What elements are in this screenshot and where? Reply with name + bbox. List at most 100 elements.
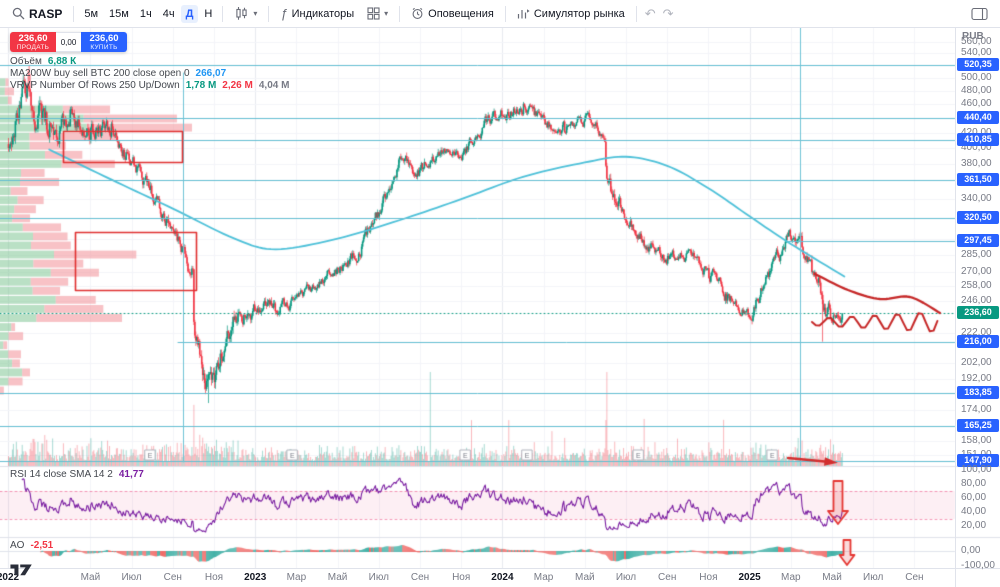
legend-volume[interactable]: Объём 6,88 К bbox=[10, 56, 76, 67]
indicators-button[interactable]: ƒ Индикаторы bbox=[274, 5, 360, 23]
price-level-badge: 216,00 bbox=[957, 335, 999, 349]
rsi-label: RSI 14 close SMA 14 2 bbox=[10, 469, 113, 480]
simulator-label: Симулятор рынка bbox=[533, 7, 625, 20]
volume-value: 6,88 К bbox=[47, 56, 77, 67]
time-scale[interactable]: 2022 Май Июл Сен Ноя 2023 Мар Май Июл Сен Ноя 2024 М… bbox=[0, 568, 1000, 587]
time-label-month: Сен bbox=[658, 572, 677, 583]
price-tick: 480,00 bbox=[961, 84, 992, 96]
ao-scale-tick: 0,00 bbox=[961, 545, 981, 556]
toolbar-separator bbox=[504, 5, 506, 22]
price-level-badge: 147,90 bbox=[957, 454, 999, 468]
time-label-month: Мар bbox=[533, 572, 554, 583]
price-tick: 340,00 bbox=[961, 193, 992, 205]
time-label-month: Мар bbox=[286, 572, 307, 583]
ao-label: AO bbox=[10, 540, 25, 551]
time-label-month: Май bbox=[327, 572, 348, 583]
price-tick: 246,00 bbox=[961, 295, 992, 307]
price-tick: 202,00 bbox=[961, 357, 992, 369]
price-tick: 540,00 bbox=[961, 47, 992, 59]
price-level-badge: 183,85 bbox=[957, 385, 999, 399]
price-level-badge: 361,50 bbox=[957, 172, 999, 186]
tradingview-logo[interactable] bbox=[8, 561, 36, 582]
sell-price: 236,60 bbox=[18, 32, 48, 44]
timeframe-4h[interactable]: 4ч bbox=[158, 5, 180, 23]
time-label-month: Ноя bbox=[452, 572, 471, 583]
toolbar-separator bbox=[222, 5, 224, 22]
price-tick: 400,00 bbox=[961, 141, 992, 153]
time-label-month: Сен bbox=[410, 572, 430, 583]
time-label-month: Ноя bbox=[204, 572, 224, 583]
ma-label: MA200W buy sell BTC 200 close open 0 bbox=[10, 68, 190, 79]
price-level-badge: 297,45 bbox=[957, 234, 999, 248]
rsi-scale-tick: 40,00 bbox=[961, 506, 987, 517]
timeframe-5m[interactable]: 5м bbox=[79, 5, 103, 23]
legend-panel: Объём 6,88 К MA200W buy sell BTC 200 clo… bbox=[10, 56, 289, 92]
right-panel-icon bbox=[971, 7, 988, 20]
search-icon bbox=[12, 7, 25, 20]
symbol-search-button[interactable]: RASP bbox=[6, 4, 68, 24]
price-level-badge: 520,35 bbox=[957, 58, 999, 72]
simulator-icon bbox=[517, 9, 530, 19]
time-label-month: Июл bbox=[615, 572, 637, 583]
legend-rsi[interactable]: RSI 14 close SMA 14 2 41,77 bbox=[10, 469, 144, 480]
symbol-name: RASP bbox=[29, 6, 63, 21]
time-label-year: 2025 bbox=[738, 572, 761, 583]
trade-widget: 236,60 ПРОДАТЬ 0,00 236,60 КУПИТЬ bbox=[10, 32, 127, 52]
vrvp-up-value: 1,78 М bbox=[185, 80, 217, 91]
top-toolbar: RASP 5м 15м 1ч 4ч Д Н ▾ ƒ Индикаторы ▾ О… bbox=[0, 0, 1000, 28]
price-tick: 192,00 bbox=[961, 373, 992, 385]
price-tick: 420,00 bbox=[961, 127, 992, 138]
candlestick-icon bbox=[236, 7, 248, 20]
panel-toggle-button[interactable] bbox=[965, 4, 994, 24]
price-tick: 380,00 bbox=[961, 158, 992, 170]
rsi-scale-tick: 100,00 bbox=[961, 464, 992, 475]
timeframe-1h[interactable]: 1ч bbox=[135, 5, 157, 23]
layout-grid-button[interactable]: ▾ bbox=[361, 4, 394, 23]
volume-label: Объём bbox=[10, 56, 42, 67]
vrvp-label: VRVP Number Of Rows 250 Up/Down bbox=[10, 80, 180, 91]
time-label-month: Май bbox=[822, 572, 842, 583]
vrvp-down-value: 2,26 М bbox=[222, 80, 253, 91]
price-level-badge: 165,25 bbox=[957, 419, 999, 433]
undo-button[interactable]: ↶ bbox=[642, 6, 659, 22]
vrvp-total-value: 4,04 М bbox=[258, 80, 290, 91]
chart-type-button[interactable]: ▾ bbox=[228, 3, 263, 24]
buy-price: 236,60 bbox=[89, 32, 119, 44]
price-tick: 222,00 bbox=[961, 327, 992, 339]
rsi-scale-tick: 80,00 bbox=[961, 478, 987, 489]
toolbar-separator bbox=[399, 5, 401, 22]
time-label-month: Сен bbox=[905, 572, 924, 583]
price-tick: 151,00 bbox=[961, 449, 992, 460]
price-tick: 174,00 bbox=[961, 404, 992, 416]
legend-vrvp[interactable]: VRVP Number Of Rows 250 Up/Down 1,78 М 2… bbox=[10, 80, 289, 91]
price-tick: 285,00 bbox=[961, 248, 992, 260]
time-label-month: Май bbox=[575, 572, 595, 583]
rsi-scale-tick: 20,00 bbox=[961, 520, 987, 531]
legend-ao[interactable]: AO -2,51 bbox=[10, 540, 53, 551]
market-simulator-button[interactable]: Симулятор рынка bbox=[511, 4, 631, 23]
timeframe-1d[interactable]: Д bbox=[180, 4, 199, 23]
time-label-month: Май bbox=[80, 572, 101, 583]
price-tick: 560,00 bbox=[961, 35, 992, 47]
buy-button[interactable]: 236,60 КУПИТЬ bbox=[81, 32, 127, 52]
timeframe-15m[interactable]: 15м bbox=[104, 5, 134, 23]
timeframe-1w[interactable]: Н bbox=[199, 5, 217, 23]
redo-button[interactable]: ↷ bbox=[660, 6, 677, 22]
legend-ma200w[interactable]: MA200W buy sell BTC 200 close open 0 266… bbox=[10, 68, 226, 79]
rsi-value: 41,77 bbox=[118, 469, 144, 480]
price-tick: 270,00 bbox=[961, 265, 992, 277]
time-label-month: Ноя bbox=[699, 572, 718, 583]
chevron-down-icon: ▾ bbox=[384, 9, 389, 18]
currency-label: RUB bbox=[962, 31, 984, 42]
ma-value: 266,07 bbox=[195, 68, 227, 79]
time-label-month: Июл bbox=[863, 572, 884, 583]
time-label-month: Июл bbox=[368, 572, 389, 583]
tradingview-logo-icon bbox=[10, 564, 32, 576]
alarm-clock-icon bbox=[412, 7, 423, 19]
rsi-scale-tick: 60,00 bbox=[961, 492, 987, 503]
chart-canvas[interactable] bbox=[0, 28, 1000, 568]
sell-button[interactable]: 236,60 ПРОДАТЬ bbox=[10, 32, 56, 52]
alerts-button[interactable]: Оповещения bbox=[405, 4, 500, 23]
